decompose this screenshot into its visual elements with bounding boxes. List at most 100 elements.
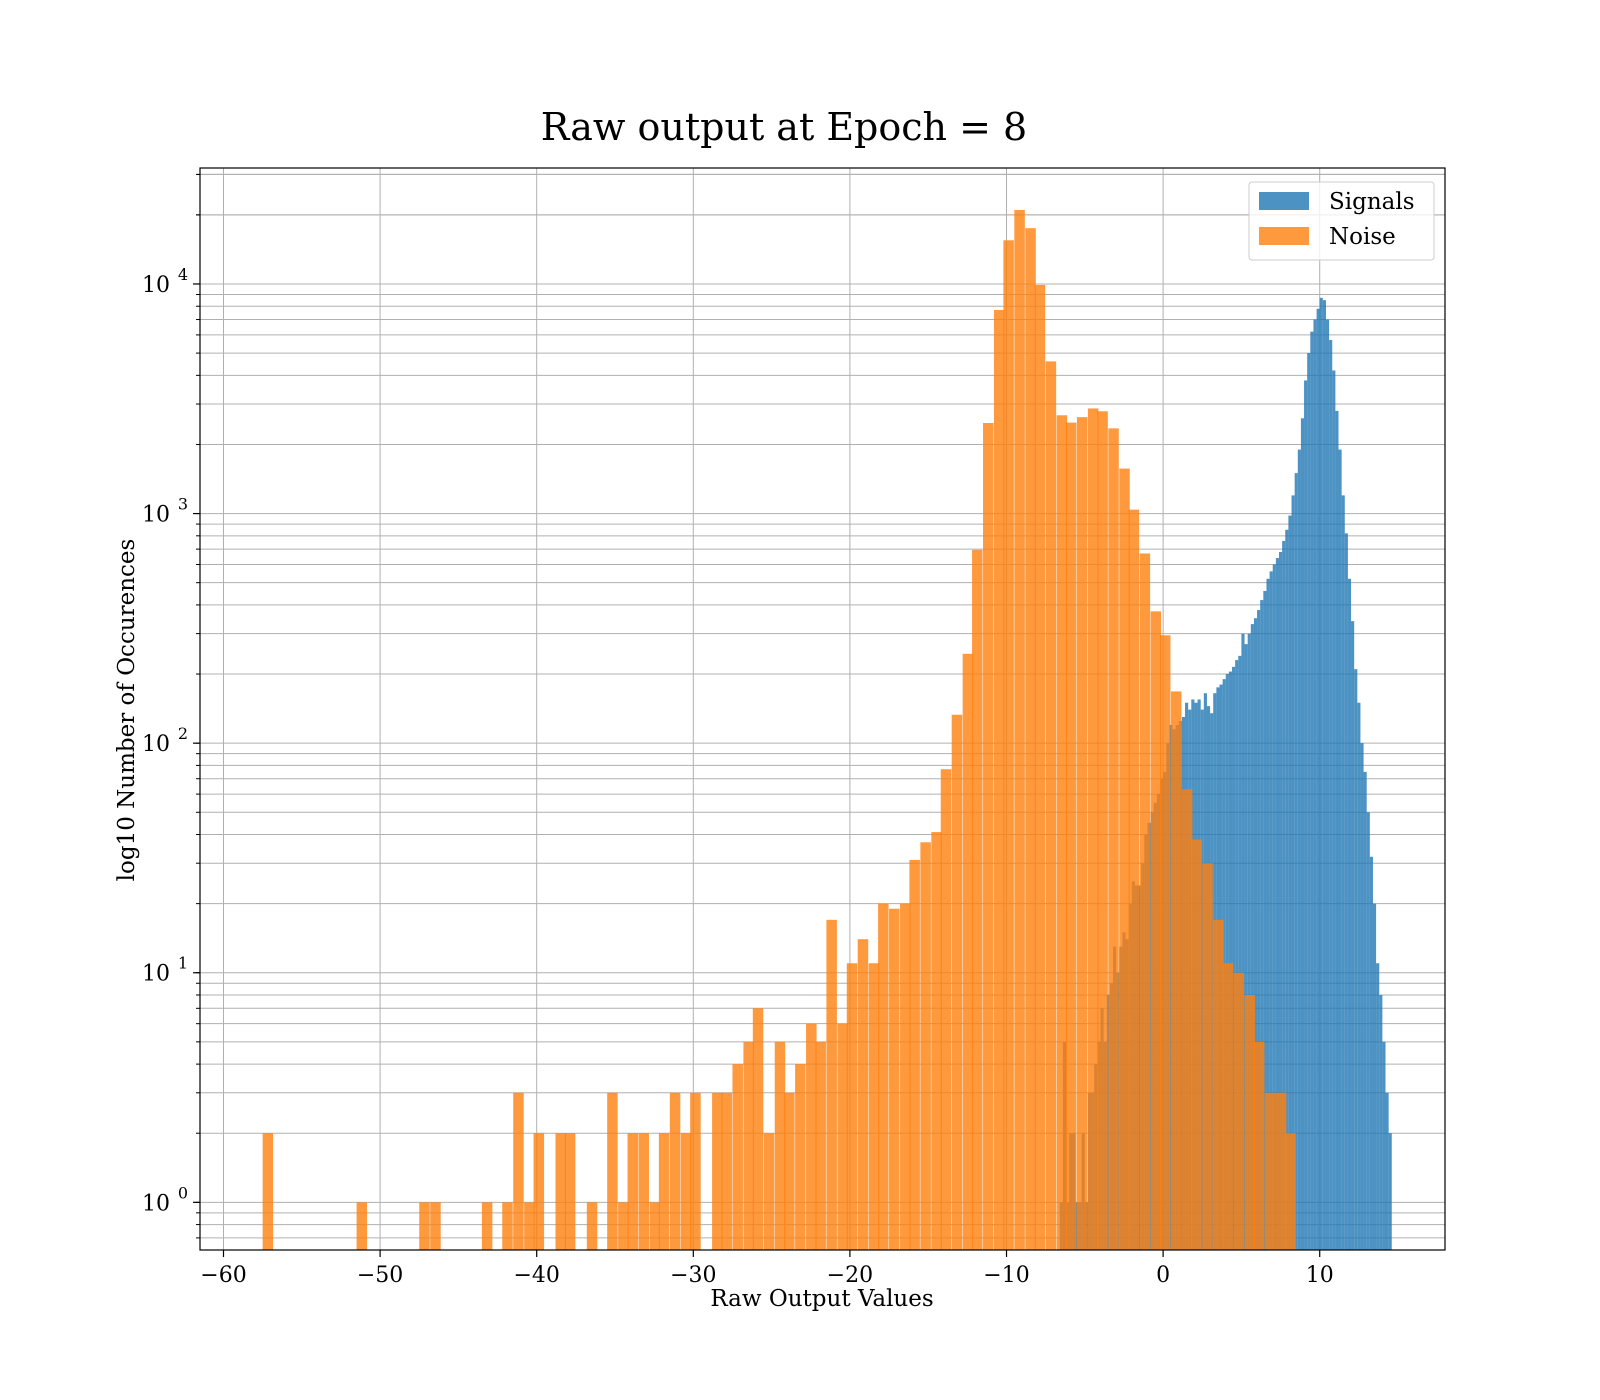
signals-bar bbox=[1382, 1041, 1386, 1250]
signals-bar bbox=[1376, 963, 1380, 1250]
noise-bar bbox=[690, 1092, 701, 1250]
x-tick-label: −50 bbox=[357, 1263, 403, 1288]
y-tick-exponent: 1 bbox=[178, 954, 188, 973]
signals-bar bbox=[1244, 644, 1248, 1250]
signals-bar bbox=[1282, 540, 1286, 1250]
noise-bar bbox=[1170, 691, 1182, 1250]
y-axis-title: log10 Number of Occurences bbox=[114, 539, 140, 882]
signals-bar bbox=[1344, 533, 1348, 1250]
noise-bar bbox=[1244, 994, 1256, 1250]
signals-bar bbox=[1310, 331, 1314, 1250]
noise-bar bbox=[502, 1202, 513, 1250]
y-tick-label: 10 bbox=[142, 1191, 170, 1216]
noise-bar bbox=[940, 769, 952, 1250]
noise-bar bbox=[1159, 635, 1171, 1250]
noise-bar bbox=[1076, 417, 1088, 1250]
noise-bar bbox=[1202, 863, 1213, 1250]
noise-bar bbox=[419, 1202, 430, 1250]
noise-bar bbox=[533, 1133, 545, 1250]
noise-bar bbox=[815, 1041, 826, 1250]
noise-bar bbox=[1275, 1092, 1287, 1250]
noise-bar bbox=[1025, 228, 1036, 1250]
signals-bar bbox=[1269, 571, 1273, 1250]
signals-bar bbox=[1228, 671, 1233, 1250]
x-axis-ticks: −60 −50 −40 −30 −20 −10 0 10 bbox=[200, 1250, 1334, 1288]
noise-bar bbox=[784, 1092, 795, 1250]
noise-bar bbox=[1253, 1041, 1265, 1250]
signals-bar bbox=[1279, 552, 1283, 1250]
signals-bar bbox=[1266, 578, 1270, 1250]
noise-bar bbox=[607, 1092, 618, 1250]
x-axis-title: Raw Output Values bbox=[710, 1286, 933, 1312]
signals-bar bbox=[1332, 370, 1336, 1250]
noise-bar bbox=[524, 1202, 535, 1250]
signals-bar bbox=[1285, 529, 1289, 1250]
noise-bar bbox=[857, 939, 869, 1250]
x-tick-label: −60 bbox=[200, 1263, 246, 1288]
noise-bar bbox=[481, 1202, 493, 1250]
legend: Signals Noise bbox=[1248, 181, 1435, 261]
noise-bar bbox=[752, 1008, 764, 1250]
signals-bar bbox=[1366, 812, 1370, 1250]
noise-bar bbox=[951, 714, 963, 1250]
noise-bar bbox=[920, 842, 931, 1250]
signals-bar bbox=[1338, 449, 1342, 1251]
noise-bar bbox=[430, 1202, 441, 1250]
signals-bar bbox=[1235, 660, 1239, 1250]
chart-title: Raw output at Epoch = 8 bbox=[541, 105, 1027, 149]
signals-bar bbox=[1232, 666, 1236, 1250]
noise-bar bbox=[837, 1023, 848, 1250]
noise-bar bbox=[680, 1133, 692, 1250]
signals-bar bbox=[1385, 1092, 1389, 1250]
noise-bar bbox=[1285, 1133, 1296, 1250]
noise-bar bbox=[1233, 972, 1245, 1250]
noise-bar bbox=[356, 1202, 368, 1250]
noise-bar bbox=[743, 1041, 754, 1250]
noise-bar bbox=[555, 1133, 566, 1250]
noise-bar bbox=[649, 1202, 660, 1250]
signals-bar bbox=[1316, 308, 1320, 1250]
signals-bar bbox=[1260, 600, 1264, 1250]
signals-bar bbox=[1388, 1133, 1392, 1250]
y-tick-exponent: 3 bbox=[178, 495, 188, 514]
noise-bar bbox=[1034, 284, 1046, 1251]
signals-bar bbox=[1288, 515, 1292, 1250]
signals-bar bbox=[1357, 702, 1361, 1250]
y-tick-label: 10 bbox=[142, 732, 170, 757]
noise-bar bbox=[618, 1202, 629, 1250]
x-tick-label: −10 bbox=[983, 1263, 1029, 1288]
noise-bar bbox=[1213, 919, 1224, 1250]
signals-bar bbox=[1319, 297, 1323, 1250]
y-tick-exponent: 0 bbox=[178, 1183, 188, 1202]
noise-bar bbox=[1066, 422, 1077, 1250]
y-tick-label: 10 bbox=[142, 962, 170, 987]
noise-bar bbox=[658, 1133, 670, 1250]
signals-bar bbox=[1354, 669, 1358, 1250]
signals-bar bbox=[1300, 418, 1305, 1250]
signals-bar bbox=[1379, 994, 1383, 1250]
y-tick-exponent: 2 bbox=[178, 724, 188, 743]
noise-bar bbox=[627, 1133, 639, 1250]
noise-bar bbox=[638, 1133, 649, 1250]
signals-bar bbox=[1372, 903, 1377, 1250]
x-tick-label: −20 bbox=[827, 1263, 873, 1288]
noise-bar bbox=[1003, 240, 1014, 1250]
signals-bar bbox=[1250, 624, 1254, 1250]
noise-bar bbox=[1014, 209, 1025, 1250]
noise-bar bbox=[1119, 468, 1130, 1250]
noise-bar bbox=[806, 1023, 817, 1250]
noise-bar bbox=[712, 1092, 723, 1250]
signals-bar bbox=[1291, 495, 1295, 1250]
noise-bar bbox=[721, 1092, 732, 1250]
signals-bar bbox=[1257, 610, 1261, 1250]
noise-bar bbox=[1087, 408, 1099, 1251]
noise-bar bbox=[1139, 553, 1151, 1250]
x-tick-label: −30 bbox=[670, 1263, 716, 1288]
noise-bar bbox=[846, 963, 858, 1250]
noise-bar bbox=[262, 1133, 274, 1250]
noise-bar bbox=[586, 1202, 598, 1250]
noise-bar bbox=[826, 919, 837, 1250]
signals-bar bbox=[1347, 578, 1352, 1250]
signals-bar bbox=[1225, 674, 1229, 1250]
